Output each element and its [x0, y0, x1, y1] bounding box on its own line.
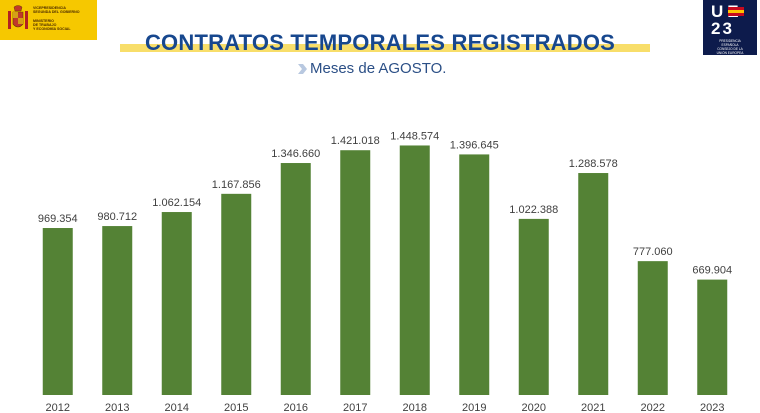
x-tick-label-2012: 2012 — [46, 402, 70, 413]
ue-caption-line: CONSEJO DE LA — [717, 47, 743, 51]
x-tick-label-2018: 2018 — [403, 402, 427, 413]
gov-line: SEGUNDA DEL GOBIERNO — [33, 10, 80, 15]
data-label-2023: 669.904 — [692, 265, 732, 277]
chart-subtitle: Meses de AGOSTO. — [310, 60, 447, 77]
ue-logo-bottom: 23 — [711, 19, 734, 38]
ue-caption-line: PRESIDENCIA — [719, 39, 741, 43]
gov-line: Y ECONOMÍA SOCIAL — [33, 27, 71, 32]
x-tick-label-2019: 2019 — [462, 402, 486, 413]
title-highlight — [120, 44, 650, 52]
bar-2014 — [161, 212, 192, 395]
bar-2017 — [340, 150, 371, 395]
ue-caption-line: UNIÓN EUROPEA — [716, 51, 744, 55]
x-tick-label-2016: 2016 — [284, 402, 308, 413]
data-label-2017: 1.421.018 — [331, 135, 380, 147]
data-label-2013: 980.712 — [97, 211, 137, 223]
bar-2016 — [280, 163, 311, 395]
data-label-2012: 969.354 — [38, 213, 78, 225]
gov-line: VICEPRESIDENCIA — [33, 6, 66, 10]
chevron-right-icon — [298, 64, 307, 74]
spain-flag-icon — [728, 7, 744, 16]
data-label-2015: 1.167.856 — [212, 179, 261, 191]
bar-2018 — [399, 145, 430, 395]
bar-2020 — [518, 218, 549, 395]
bar-2015 — [221, 193, 252, 395]
government-logo-text: VICEPRESIDENCIA SEGUNDA DEL GOBIERNO MIN… — [33, 6, 95, 32]
bar-2023 — [697, 279, 728, 395]
data-label-2016: 1.346.660 — [271, 148, 320, 160]
chart-title: CONTRATOS TEMPORALES REGISTRADOS — [144, 30, 616, 55]
bar-2019 — [459, 154, 490, 395]
x-tick-label-2014: 2014 — [165, 402, 189, 413]
data-label-2014: 1.062.154 — [152, 197, 201, 209]
x-tick-label-2021: 2021 — [581, 402, 605, 413]
data-label-2020: 1.022.388 — [509, 204, 558, 216]
data-label-2019: 1.396.645 — [450, 139, 499, 151]
coat-of-arms-icon — [8, 5, 28, 29]
ue-caption-line: ESPAÑOLA — [721, 43, 739, 47]
x-tick-label-2023: 2023 — [700, 402, 724, 413]
data-label-2018: 1.448.574 — [390, 130, 439, 142]
eu-presidency-logo: UE 23 PRESIDENCIA ESPAÑOLA CONSEJO DE LA… — [703, 0, 757, 55]
x-tick-label-2015: 2015 — [224, 402, 248, 413]
x-tick-label-2013: 2013 — [105, 402, 129, 413]
gov-line: DE TRABAJO — [33, 23, 57, 28]
data-label-2022: 777.060 — [633, 246, 673, 258]
bar-2022 — [637, 261, 668, 395]
bar-2013 — [102, 226, 133, 395]
data-label-2021: 1.288.578 — [569, 158, 618, 170]
x-tick-label-2022: 2022 — [641, 402, 665, 413]
x-tick-label-2020: 2020 — [522, 402, 546, 413]
bar-2012 — [42, 228, 73, 395]
government-logo: VICEPRESIDENCIA SEGUNDA DEL GOBIERNO MIN… — [0, 0, 97, 40]
gov-line: MINISTERIO — [33, 18, 54, 23]
x-tick-label-2017: 2017 — [343, 402, 367, 413]
ue-logo-caption: PRESIDENCIA ESPAÑOLA CONSEJO DE LA UNIÓN… — [707, 39, 753, 55]
bar-2021 — [578, 173, 609, 395]
